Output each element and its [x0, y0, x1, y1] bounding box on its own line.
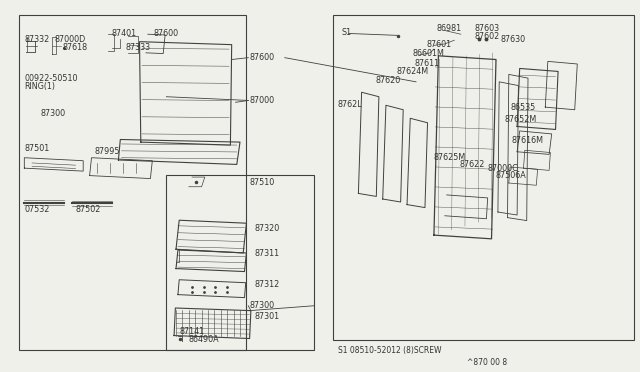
Text: S1 08510-52012 (8)SCREW: S1 08510-52012 (8)SCREW — [338, 346, 442, 355]
Bar — [166, 175, 314, 350]
Text: 87000C: 87000C — [488, 164, 518, 173]
Text: 87630: 87630 — [500, 35, 525, 44]
Text: 86601M: 86601M — [412, 49, 444, 58]
Text: 87602: 87602 — [475, 32, 500, 41]
Text: 87501: 87501 — [24, 144, 49, 153]
Text: 87312: 87312 — [255, 280, 280, 289]
Bar — [19, 15, 246, 350]
Text: 07532: 07532 — [24, 205, 50, 214]
Text: 87624M: 87624M — [397, 67, 429, 76]
Text: 87652M: 87652M — [504, 115, 536, 124]
Text: 87311: 87311 — [255, 249, 280, 258]
Text: 00922-50510: 00922-50510 — [24, 74, 78, 83]
Text: ^870 00 8: ^870 00 8 — [467, 358, 508, 367]
Text: 87502: 87502 — [76, 205, 101, 214]
Text: 87616M: 87616M — [512, 136, 544, 145]
Text: 87300: 87300 — [40, 109, 65, 118]
Text: 87601: 87601 — [427, 40, 452, 49]
Text: 86981: 86981 — [436, 24, 461, 33]
Text: 87506A: 87506A — [496, 171, 527, 180]
Text: 87000D: 87000D — [54, 35, 86, 44]
Text: 87301: 87301 — [255, 312, 280, 321]
Text: 87332: 87332 — [24, 35, 49, 44]
Text: 87141: 87141 — [179, 327, 204, 336]
Text: RING(1): RING(1) — [24, 82, 55, 91]
Text: 87320: 87320 — [255, 224, 280, 233]
Text: 87510: 87510 — [250, 178, 275, 187]
Text: 87625M: 87625M — [433, 153, 465, 162]
Text: 87401: 87401 — [112, 29, 137, 38]
Bar — [333, 15, 634, 340]
Text: 86490A: 86490A — [189, 335, 220, 344]
Text: 87620: 87620 — [376, 76, 401, 85]
Text: 87603: 87603 — [475, 24, 500, 33]
Text: 87622: 87622 — [460, 160, 485, 169]
Text: S1: S1 — [341, 28, 351, 37]
Text: 87618: 87618 — [62, 43, 87, 52]
Text: 87333: 87333 — [125, 43, 150, 52]
Text: 87300: 87300 — [250, 301, 275, 310]
Text: 86535: 86535 — [511, 103, 536, 112]
Text: 87600: 87600 — [154, 29, 179, 38]
Text: 87600: 87600 — [250, 53, 275, 62]
Text: 87000: 87000 — [250, 96, 275, 105]
Text: 87611: 87611 — [415, 59, 440, 68]
Text: 87995: 87995 — [95, 147, 120, 156]
Text: 8762L: 8762L — [337, 100, 362, 109]
